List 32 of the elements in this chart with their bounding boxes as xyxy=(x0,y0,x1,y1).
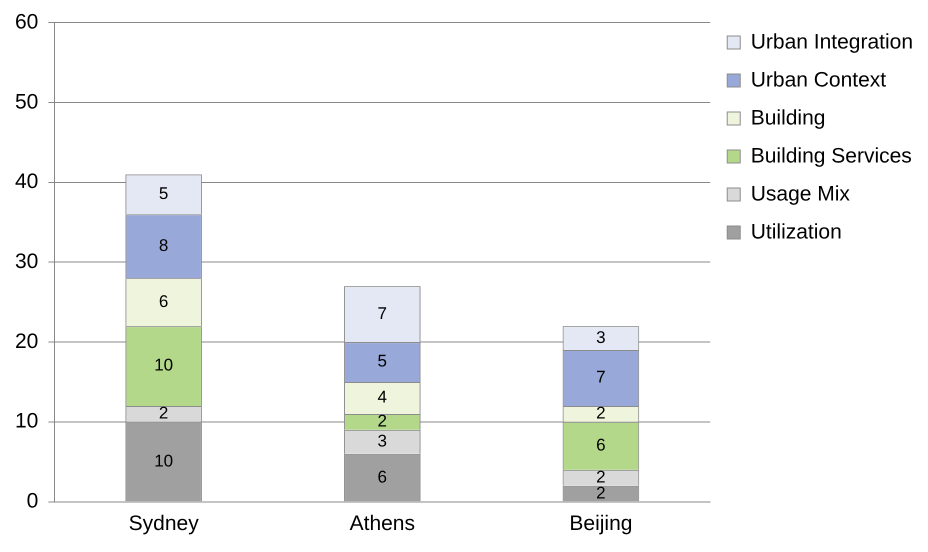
y-tick-label: 60 xyxy=(15,10,38,34)
data-label: 3 xyxy=(378,432,388,451)
y-tick-label: 0 xyxy=(26,490,38,513)
data-label: 3 xyxy=(596,328,606,347)
legend-label: Usage Mix xyxy=(750,182,850,206)
data-label: 10 xyxy=(154,451,174,470)
legend-label: Building Services xyxy=(750,144,912,168)
legend-label: Utilization xyxy=(750,220,842,244)
data-label: 8 xyxy=(158,236,168,255)
y-tick-label: 40 xyxy=(15,170,38,194)
data-label: 10 xyxy=(154,356,174,375)
data-label: 7 xyxy=(378,304,388,323)
x-tick-label: Sydney xyxy=(128,512,200,536)
data-label: 7 xyxy=(596,368,606,387)
y-tick-label: 50 xyxy=(15,90,38,114)
x-tick-label: Beijing xyxy=(569,512,632,536)
x-tick-label: Athens xyxy=(350,512,415,536)
legend-label: Urban Context xyxy=(750,68,886,92)
y-tick-label: 10 xyxy=(15,410,38,433)
y-tick-label: 20 xyxy=(15,330,38,353)
data-label: 6 xyxy=(596,436,606,455)
data-label: 6 xyxy=(378,467,388,486)
y-tick-label: 30 xyxy=(15,250,38,273)
legend-label: Building xyxy=(750,106,826,130)
data-label: 5 xyxy=(378,352,388,371)
legend-label: Urban Integration xyxy=(750,30,914,54)
data-label: 4 xyxy=(378,388,388,407)
data-label: 2 xyxy=(378,412,388,431)
data-label: 6 xyxy=(158,292,168,311)
data-label: 5 xyxy=(158,184,168,203)
data-label: 2 xyxy=(596,404,606,423)
data-label: 2 xyxy=(158,404,168,423)
